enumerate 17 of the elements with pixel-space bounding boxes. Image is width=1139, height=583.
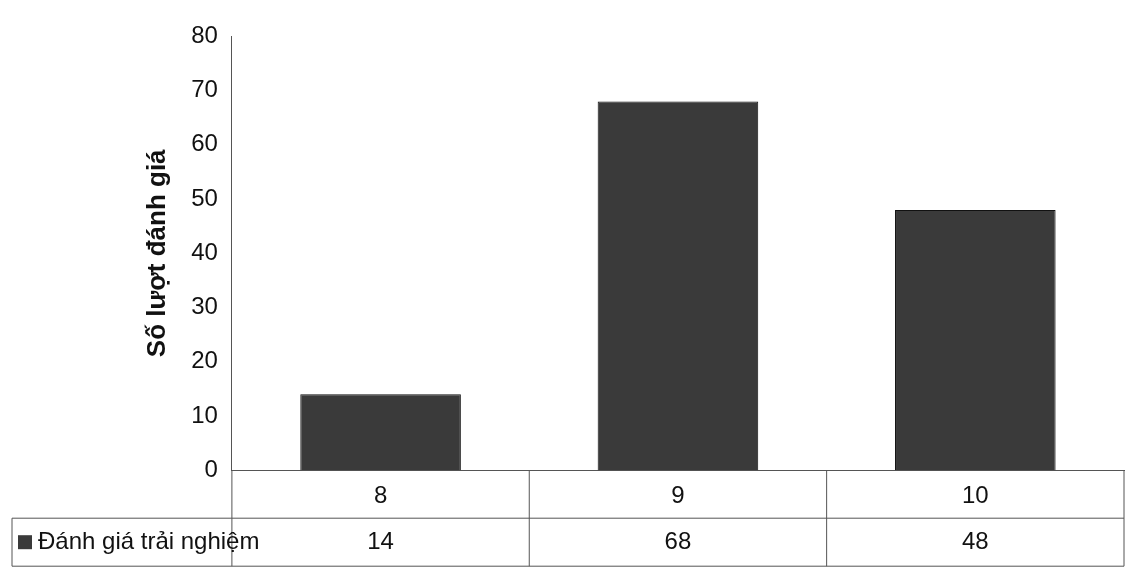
data-label: 48 — [961, 526, 989, 554]
data-label: 14 — [367, 526, 394, 554]
y-tick-label: 50 — [191, 183, 218, 211]
data-label: 68 — [664, 526, 692, 554]
y-axis-title: Số lượt đánh giá — [140, 148, 171, 358]
y-tick-label: 30 — [191, 292, 218, 320]
legend-label: Đánh giá trải nghiệm — [38, 526, 260, 554]
y-tick-label: 70 — [191, 75, 218, 103]
y-tick-label: 0 — [204, 454, 218, 482]
x-tick-label: 10 — [961, 481, 989, 509]
y-tick-label: 40 — [191, 237, 218, 265]
y-tick-label: 80 — [191, 21, 218, 49]
y-tick-label: 20 — [191, 346, 218, 374]
x-tick-label: 8 — [373, 481, 388, 509]
y-tick-label: 60 — [191, 129, 218, 157]
y-tick-label: 10 — [191, 400, 218, 428]
x-tick-label: 9 — [671, 481, 685, 509]
